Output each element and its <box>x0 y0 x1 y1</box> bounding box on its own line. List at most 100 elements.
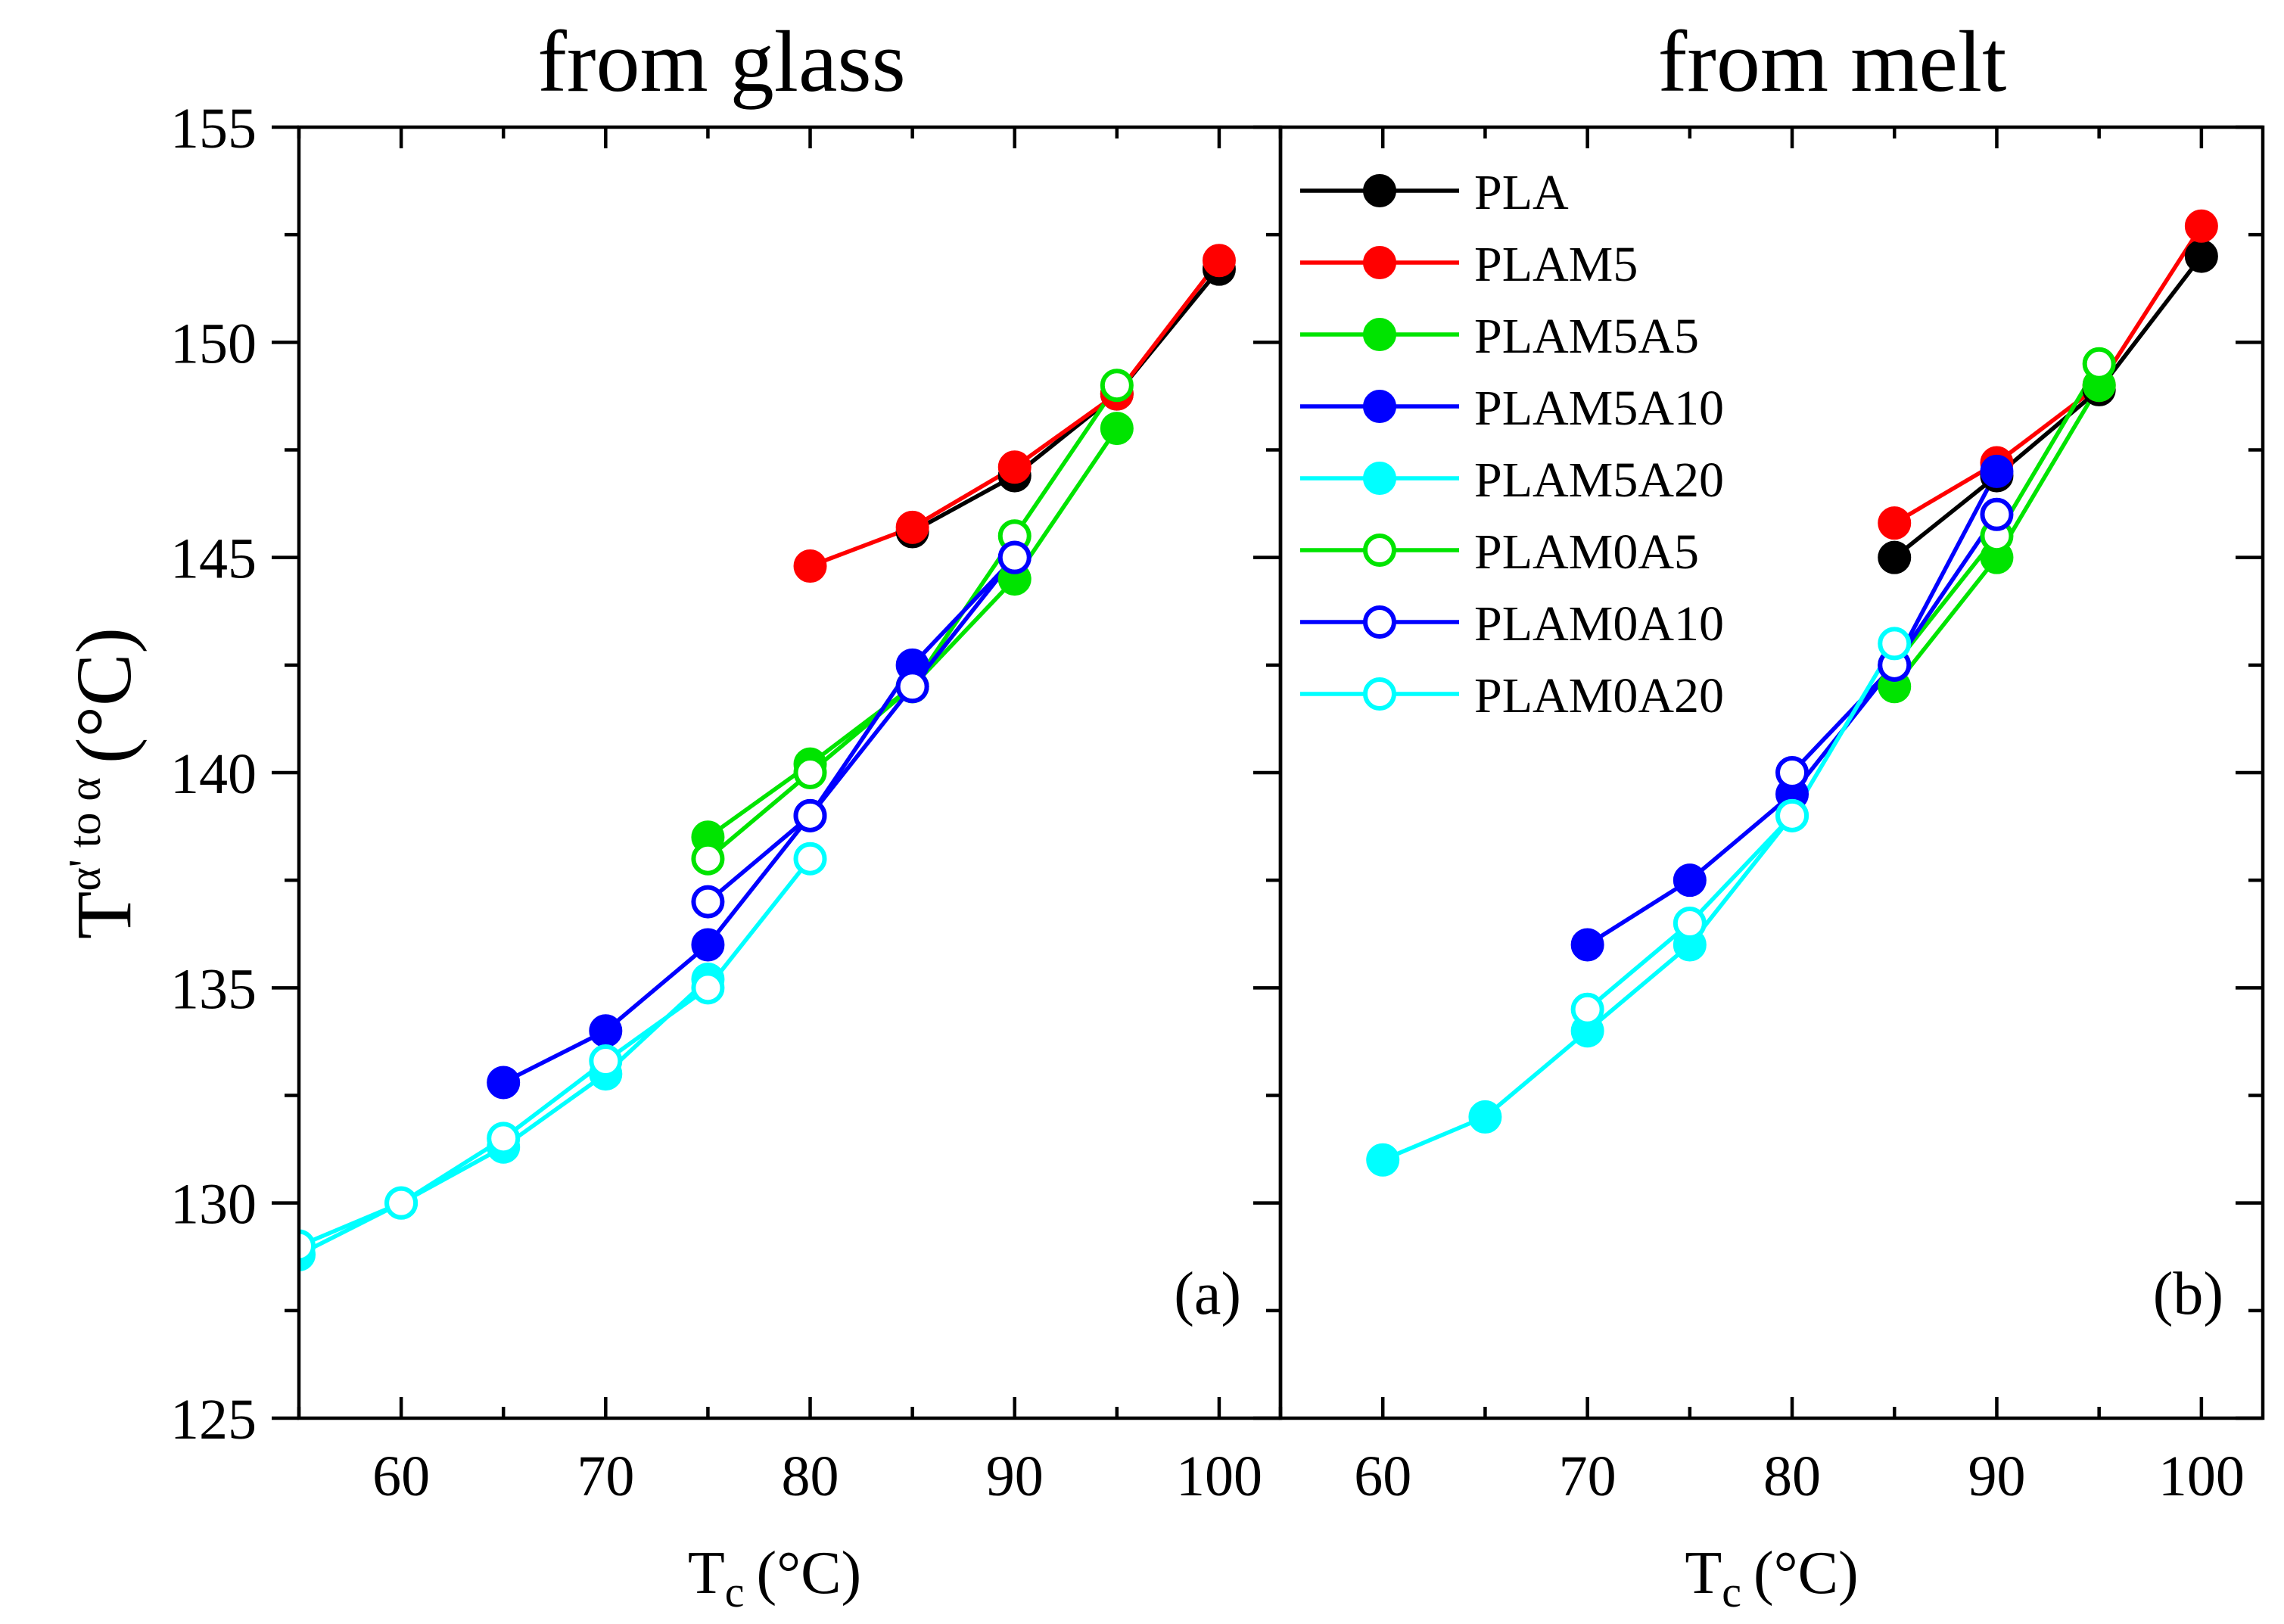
series-group <box>1366 209 2218 1177</box>
legend-entry-PLAM5: PLAM5 <box>1300 237 1638 292</box>
x-label-subscript: c <box>1722 1567 1741 1616</box>
legend-marker <box>1363 605 1396 639</box>
data-point-PLAM5 <box>793 549 827 583</box>
x-tick-label: 80 <box>1763 1445 1821 1508</box>
panel-letter: (b) <box>2153 1261 2223 1327</box>
data-point-PLAM0A10 <box>1980 497 2014 531</box>
data-point-PLAM5 <box>1202 244 1236 278</box>
legend-label: PLAM5A5 <box>1474 309 1699 364</box>
y-tick-label: 145 <box>170 527 257 591</box>
x-ticks: 60 70 80 90 100 <box>297 127 1262 1508</box>
data-point-PLAM5 <box>2184 209 2218 243</box>
y-axis-label: Tα' to α (°C) <box>60 627 148 939</box>
data-point-PLAM0A10 <box>997 540 1032 574</box>
legend-label: PLAM5A10 <box>1474 381 1724 436</box>
x-axis-label: Tc (°C) <box>1685 1540 1858 1616</box>
legend-entry-PLAM5A20: PLAM5A20 <box>1300 453 1724 508</box>
x-label-unit: (°C) <box>756 1540 861 1607</box>
y-label-main: T <box>61 891 148 940</box>
series-line-PLAM5A10 <box>502 555 1016 1084</box>
series-group <box>299 244 1236 1271</box>
data-point-PLAM5A20 <box>1468 1100 1502 1134</box>
legend-label: PLAM0A10 <box>1474 596 1724 652</box>
x-tick-label: 70 <box>1559 1445 1617 1508</box>
data-point-PLAM5A20 <box>1366 1143 1400 1177</box>
x-tick-label: 80 <box>782 1445 839 1508</box>
data-point-PLA <box>1878 540 1912 574</box>
data-point-PLAM5 <box>895 510 929 544</box>
x-ticks: 60 70 80 90 100 <box>1278 127 2245 1508</box>
legend-marker <box>1363 390 1396 423</box>
legend-label: PLAM0A5 <box>1474 524 1699 580</box>
data-point-PLAM5A10 <box>691 928 725 962</box>
y-label-superscript: α' to α <box>60 777 110 891</box>
x-tick-label: 100 <box>2158 1445 2245 1508</box>
x-tick-label: 70 <box>577 1445 634 1508</box>
data-point-PLAM0A10 <box>1775 756 1809 789</box>
panel-title: from glass <box>537 14 906 110</box>
legend-entry-PLA: PLA <box>1300 165 1569 220</box>
legend-entry-PLAM0A5: PLAM0A5 <box>1300 524 1699 580</box>
legend-label: PLAM5 <box>1474 237 1638 292</box>
legend-marker <box>1363 318 1396 351</box>
data-point-PLAM0A5 <box>1100 369 1134 403</box>
x-tick-label: 100 <box>1176 1445 1262 1508</box>
y-ticks <box>1253 125 2263 1420</box>
data-point-PLAM0A10 <box>895 670 929 704</box>
data-point-PLAM5A10 <box>1570 928 1604 962</box>
data-point-PLAM0A10 <box>793 798 827 832</box>
y-tick-label: 155 <box>170 97 257 160</box>
legend-marker <box>1363 246 1396 279</box>
series-line-PLAM5A5 <box>706 427 1119 839</box>
data-point-PLAM0A5 <box>793 756 827 789</box>
series-line-PLA <box>911 267 1221 534</box>
panel-letter: (a) <box>1174 1261 1241 1327</box>
legend-marker <box>1363 534 1396 567</box>
data-point-PLAM5 <box>997 450 1032 484</box>
legend-marker <box>1363 462 1396 495</box>
x-tick-label: 90 <box>986 1445 1044 1508</box>
data-point-PLAM0A20 <box>1673 907 1707 941</box>
data-point-PLAM5A10 <box>1980 454 2014 488</box>
data-point-PLAM5A5 <box>1100 412 1134 446</box>
legend-entry-PLAM5A10: PLAM5A10 <box>1300 381 1724 436</box>
series-line-PLAM5A20 <box>299 977 710 1257</box>
data-point-PLAM0A20 <box>487 1122 521 1156</box>
legend-label: PLAM0A20 <box>1474 668 1724 723</box>
series-line-PLAM0A20 <box>299 857 812 1249</box>
data-point-PLAM0A20 <box>384 1186 419 1220</box>
series-line-PLAM0A10 <box>706 555 1016 904</box>
data-point-PLAM0A5 <box>691 842 725 876</box>
data-point-PLAM0A20 <box>299 1229 316 1263</box>
x-label-main: T <box>1685 1540 1722 1607</box>
x-tick-label: 60 <box>372 1445 430 1508</box>
panel-frame <box>1278 125 2265 1420</box>
legend-label: PLA <box>1474 165 1569 220</box>
y-tick-label: 125 <box>170 1388 257 1451</box>
data-point-PLAM0A20 <box>793 842 827 876</box>
y-tick-label: 135 <box>170 957 257 1021</box>
data-point-PLAM0A10 <box>691 885 725 919</box>
panel-frame <box>297 125 1283 1420</box>
y-ticks: 125 130 135 140 145 150 155 <box>170 97 299 1451</box>
series-line-PLAM5 <box>1893 225 2204 525</box>
y-label-unit: (°C) <box>61 627 148 764</box>
x-label-subscript: c <box>725 1567 745 1616</box>
x-tick-label: 60 <box>1354 1445 1411 1508</box>
data-point-PLAM0A20 <box>1570 992 1604 1026</box>
data-point-PLAM5A10 <box>1673 863 1707 898</box>
x-tick-label: 90 <box>1968 1445 2025 1508</box>
legend-entry-PLAM0A10: PLAM0A10 <box>1300 596 1724 652</box>
y-tick-label: 150 <box>170 312 257 375</box>
data-point-PLAM0A5 <box>2082 347 2116 381</box>
series-line-PLA <box>1893 254 2204 559</box>
legend-entry-PLAM5A5: PLAM5A5 <box>1300 309 1699 364</box>
data-point-PLAM0A20 <box>1775 798 1809 832</box>
legend: PLA PLAM5 PLAM5A5 PLAM5A10 PLAM5A20 PLAM0A5 PL… <box>1300 165 1724 723</box>
legend-entry-PLAM0A20: PLAM0A20 <box>1300 668 1724 723</box>
legend-marker <box>1363 677 1396 711</box>
panel-b: from melt 60 70 80 90 100 Tc (°C) (b) <box>1253 14 2265 1616</box>
data-point-PLAM0A20 <box>589 1044 623 1078</box>
